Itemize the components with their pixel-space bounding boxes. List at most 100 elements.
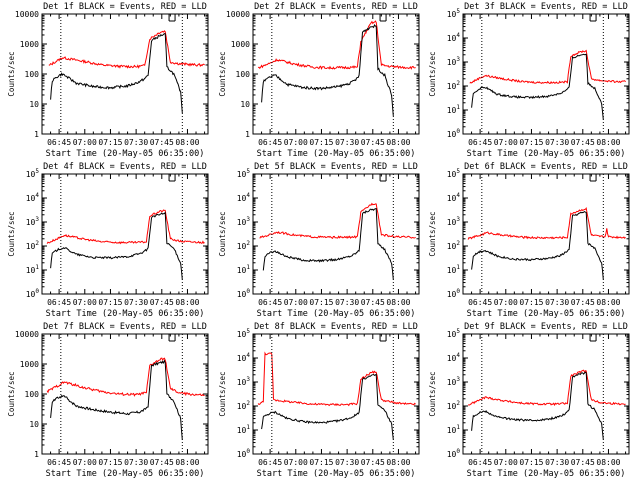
y-tick-label: 102 (447, 240, 461, 251)
interval-bracket (589, 14, 597, 22)
y-tick-label: 100 (25, 70, 40, 79)
y-tick-label: 1000 (20, 40, 39, 49)
y-tick-label: 101 (447, 264, 461, 275)
y-axis-label: Counts/sec (7, 51, 16, 96)
chart-title: Det 4f BLACK = Events, RED = LLD (43, 162, 207, 172)
x-tick-label: 07:30 (335, 458, 359, 467)
x-tick-label: 08:00 (386, 298, 410, 307)
x-tick-label: 06:45 (258, 458, 282, 467)
x-tick-label: 06:45 (468, 298, 492, 307)
x-tick-label: 07:00 (73, 138, 97, 147)
y-tick-label: 105 (447, 168, 461, 179)
series-line-lld (467, 369, 626, 407)
y-axis-label: Counts/sec (7, 371, 16, 416)
chart-title: Det 7f BLACK = Events, RED = LLD (43, 322, 207, 332)
x-axis-label: Start Time (20-May-05 06:35:00) (257, 469, 416, 479)
x-tick-label: 08:00 (175, 298, 199, 307)
y-tick-label: 101 (26, 264, 40, 275)
x-tick-label: 07:30 (124, 458, 148, 467)
y-tick-label: 105 (447, 8, 461, 19)
chart-title: Det 2f BLACK = Events, RED = LLD (254, 2, 418, 12)
interval-bracket (168, 14, 176, 22)
series-line-events (50, 211, 183, 280)
x-axis-label: Start Time (20-May-05 06:35:00) (46, 309, 205, 319)
interval-bracket (589, 174, 597, 182)
x-tick-label: 07:45 (361, 138, 385, 147)
series-line-lld (257, 20, 416, 71)
x-tick-label: 07:30 (545, 138, 569, 147)
x-tick-label: 07:15 (98, 138, 122, 147)
y-tick-label: 105 (26, 168, 40, 179)
chart-panel-6: Det 6f BLACK = Events, RED = LLD 100 101 10… (428, 162, 630, 319)
chart-panel-3: Det 3f BLACK = Events, RED = LLD 100 101 10… (428, 2, 630, 159)
y-tick-label: 1 (34, 450, 39, 459)
y-axis-label: Counts/sec (7, 211, 16, 256)
x-tick-label: 06:45 (47, 458, 71, 467)
y-tick-label: 100 (237, 448, 251, 459)
y-tick-label: 103 (447, 56, 461, 67)
x-tick-label: 07:45 (361, 458, 385, 467)
y-tick-label: 100 (447, 128, 461, 139)
chart-title: Det 6f BLACK = Events, RED = LLD (464, 162, 628, 172)
x-tick-label: 07:30 (335, 138, 359, 147)
x-tick-label: 07:00 (284, 298, 308, 307)
x-tick-label: 07:45 (150, 138, 174, 147)
y-tick-label: 102 (237, 400, 251, 411)
x-tick-label: 06:45 (468, 138, 492, 147)
series-line-events (261, 24, 394, 116)
chart-panel-5: Det 5f BLACK = Events, RED = LLD 100 101 10… (218, 162, 420, 319)
y-tick-label: 1000 (231, 40, 250, 49)
x-tick-label: 07:00 (494, 298, 518, 307)
chart-panel-2: Det 2f BLACK = Events, RED = LLD 1 10 100 10… (218, 2, 420, 159)
x-tick-label: 07:00 (73, 298, 97, 307)
y-axis-label: Counts/sec (218, 51, 227, 96)
series-line-lld (48, 30, 205, 69)
y-tick-label: 1 (245, 130, 250, 139)
x-tick-label: 06:45 (258, 298, 282, 307)
y-tick-label: 10 (240, 100, 250, 109)
x-tick-label: 07:45 (150, 458, 174, 467)
y-axis-label: Counts/sec (428, 51, 437, 96)
x-tick-label: 07:15 (309, 298, 333, 307)
x-tick-label: 07:30 (124, 138, 148, 147)
interval-bracket (168, 174, 176, 182)
x-tick-label: 08:00 (175, 458, 199, 467)
y-tick-label: 101 (237, 264, 251, 275)
y-tick-label: 103 (237, 216, 251, 227)
y-axis-label: Counts/sec (218, 211, 227, 256)
x-axis-label: Start Time (20-May-05 06:35:00) (257, 149, 416, 159)
plot-frame (41, 173, 209, 295)
x-tick-label: 08:00 (386, 138, 410, 147)
y-tick-label: 102 (447, 80, 461, 91)
y-tick-label: 103 (26, 216, 40, 227)
x-tick-label: 06:45 (47, 298, 71, 307)
x-axis-label: Start Time (20-May-05 06:35:00) (257, 309, 416, 319)
interval-bracket (168, 334, 176, 342)
x-tick-label: 07:00 (284, 458, 308, 467)
plot-frame (462, 173, 630, 295)
y-tick-label: 103 (237, 376, 251, 387)
interval-bracket (589, 334, 597, 342)
series-line-events (50, 359, 183, 440)
y-tick-label: 104 (237, 352, 251, 363)
x-tick-label: 07:45 (571, 138, 595, 147)
interval-bracket (379, 334, 387, 342)
x-tick-label: 08:00 (596, 458, 620, 467)
x-tick-label: 07:30 (545, 458, 569, 467)
y-tick-label: 104 (447, 32, 461, 43)
y-tick-label: 100 (447, 448, 461, 459)
y-tick-label: 103 (447, 216, 461, 227)
y-tick-label: 100 (237, 288, 251, 299)
interval-bracket (379, 174, 387, 182)
y-tick-label: 100 (26, 288, 40, 299)
x-tick-label: 07:15 (519, 298, 543, 307)
series-line-lld (46, 357, 205, 397)
series-line-events (261, 373, 394, 440)
y-tick-label: 101 (447, 104, 461, 115)
series-line-lld (467, 206, 626, 240)
plot-frame (252, 13, 420, 135)
x-tick-label: 07:15 (309, 138, 333, 147)
x-tick-label: 08:00 (386, 458, 410, 467)
chart-panel-8: Det 8f BLACK = Events, RED = LLD 100 101 10… (218, 322, 420, 479)
